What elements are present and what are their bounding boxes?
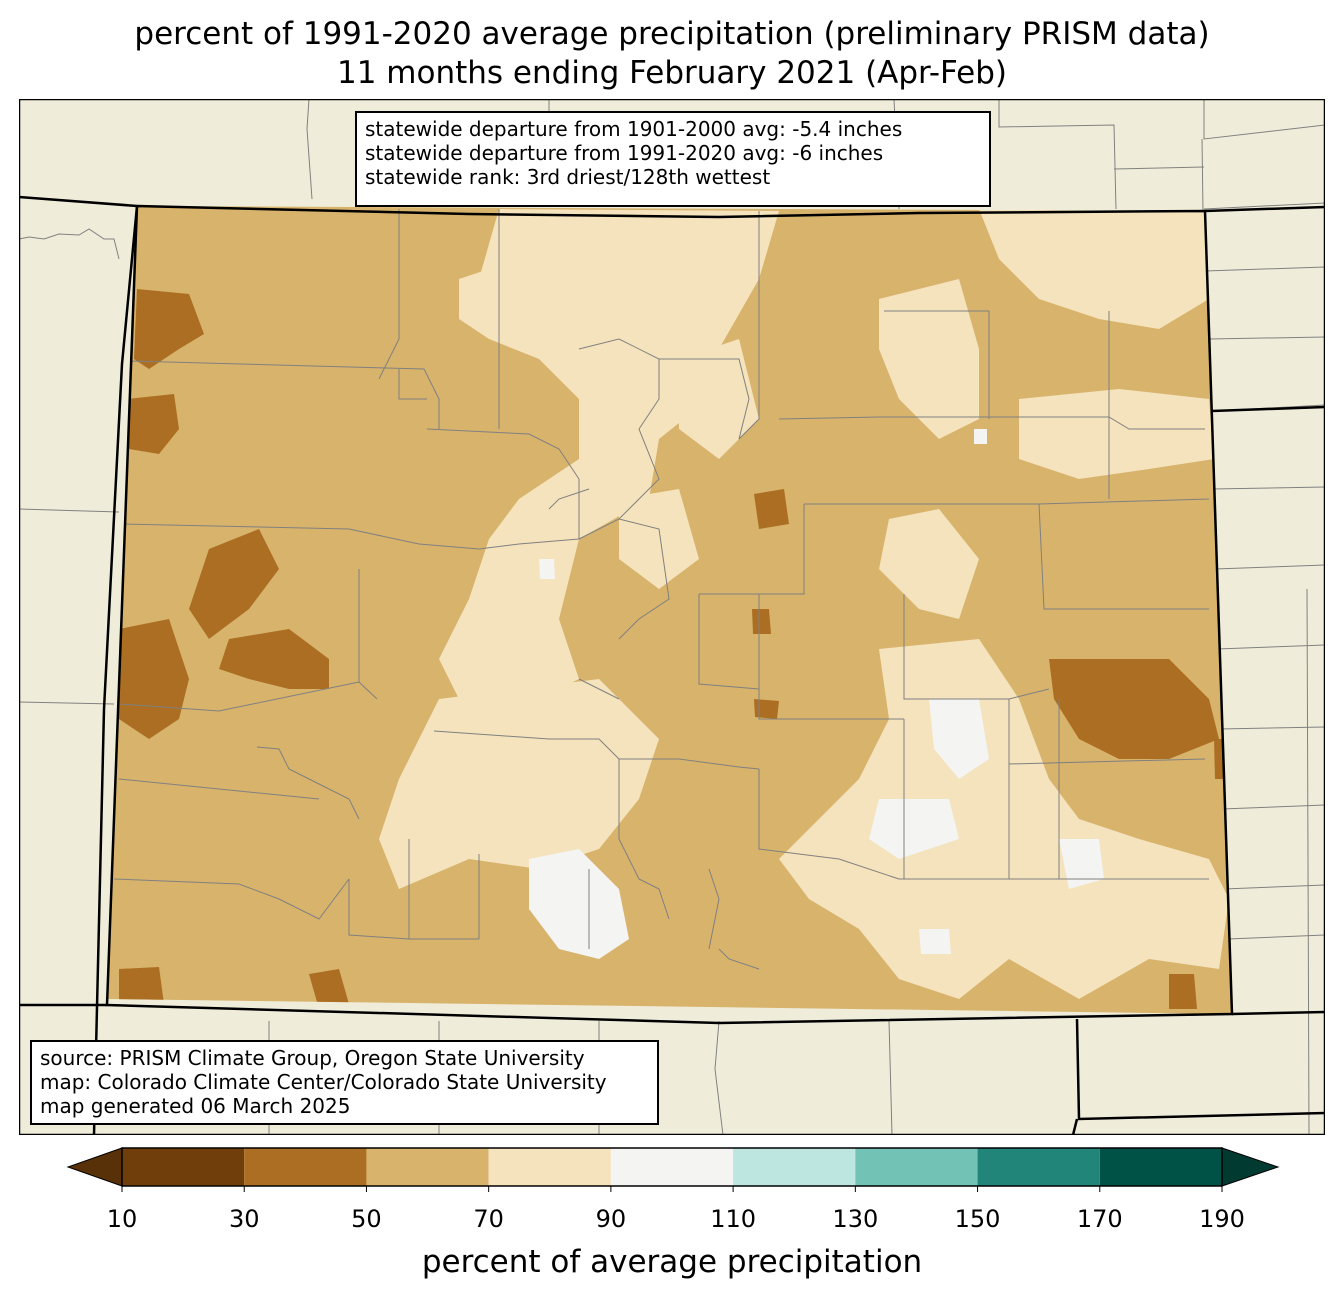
colorbar-bin-4 [610,1148,734,1186]
colorbar-tick-label: 90 [595,1205,627,1233]
colorbar [66,1147,1280,1192]
precipitation-map [19,99,1325,1135]
colorado-county-lines [113,209,1210,970]
colorbar-bin-5 [733,1148,856,1186]
colorbar-tick-label: 190 [1199,1205,1245,1233]
neighbor-county-lines [19,99,1325,1135]
colorbar-bin-3 [488,1148,611,1186]
colorbar-tick-label: 50 [351,1205,382,1233]
colorbar-tick-label: 70 [473,1205,504,1233]
colorbar-tick-label: 170 [1076,1205,1123,1233]
colorbar-under-arrow [66,1147,123,1187]
stats-line-3: statewide rank: 3rd driest/128th wettest [365,165,771,189]
colorbar-bin-6 [855,1148,978,1186]
colorbar-tick-label: 150 [954,1205,1001,1233]
colorbar-tick-label: 10 [106,1205,138,1233]
precipitation-field [107,206,1232,1014]
map-title: percent of 1991-2020 average precipitati… [134,16,1210,52]
colorbar-bin-8 [1099,1148,1222,1186]
colorbar-tick-label: 30 [228,1205,260,1233]
source-line-3: map generated 06 March 2025 [40,1094,351,1118]
stats-line-1: statewide departure from 1901-2000 avg: … [365,117,903,141]
colorbar-tick-label: 110 [710,1205,757,1233]
colorbar-bin-2 [366,1148,489,1186]
colorbar-label: percent of average precipitation [421,1244,923,1280]
source-line-1: source: PRISM Climate Group, Oregon Stat… [40,1046,585,1070]
statewide-stats-box: statewide departure from 1901-2000 avg: … [355,111,991,207]
colorbar-tick-label: 130 [832,1205,879,1233]
source-box: source: PRISM Climate Group, Oregon Stat… [30,1040,659,1125]
colorbar-bin-1 [244,1148,367,1186]
map-subtitle: 11 months ending February 2021 (Apr-Feb) [337,55,1007,91]
colorbar-outline [121,1147,1223,1187]
stats-line-2: statewide departure from 1991-2020 avg: … [365,141,884,165]
colorbar-over-arrow [1221,1147,1280,1187]
source-line-2: map: Colorado Climate Center/Colorado St… [40,1070,607,1094]
colorbar-bin-0 [122,1148,245,1186]
colorbar-bin-7 [977,1148,1100,1186]
state-boundaries [19,195,1325,1135]
